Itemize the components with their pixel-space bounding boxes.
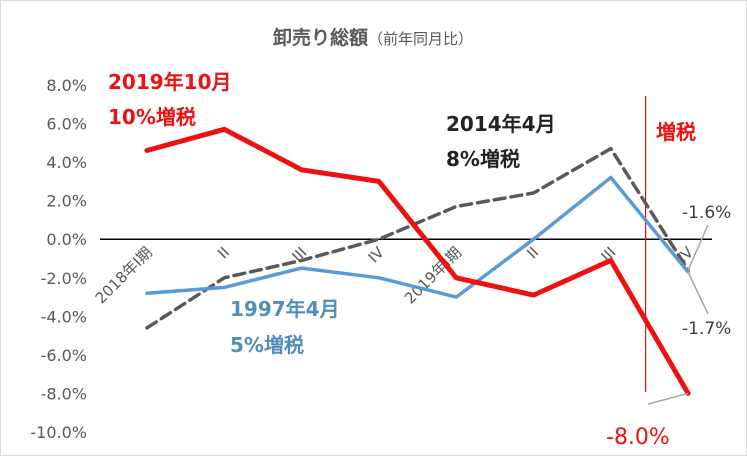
y-tick-label: 6.0% bbox=[46, 115, 87, 134]
leader-lines bbox=[647, 224, 709, 405]
y-tick-label: 0.0% bbox=[46, 230, 87, 249]
y-tick-label: -10.0% bbox=[30, 423, 87, 442]
leader-line bbox=[687, 224, 709, 271]
annotation-2014-line2: 8%増税 bbox=[446, 147, 520, 171]
value-label-2014-last: -1.6% bbox=[682, 203, 731, 223]
leader-line bbox=[687, 271, 709, 315]
annotation-1997-line1: 1997年4月 bbox=[230, 297, 340, 321]
y-tick-label: 4.0% bbox=[46, 153, 87, 172]
y-tick-label: -2.0% bbox=[41, 269, 87, 288]
series-lines bbox=[144, 126, 691, 396]
leader-line bbox=[647, 392, 689, 405]
series-line-0 bbox=[144, 126, 691, 396]
chart-subtitle: （前年同月比） bbox=[368, 30, 473, 48]
y-axis-ticks: 8.0% 6.0% 4.0% 2.0% 0.0% -2.0% -4.0% -6.0% -8.0%… bbox=[30, 76, 87, 442]
y-tick-label: -6.0% bbox=[41, 346, 87, 365]
chart-title: 卸売り総額 bbox=[273, 26, 368, 49]
annotation-2014-line1: 2014年4月 bbox=[446, 112, 556, 136]
chart-title-group: 卸売り総額（前年同月比） bbox=[273, 26, 473, 49]
value-label-1997-last: -1.7% bbox=[682, 319, 731, 339]
annotation-1997-line2: 5%増税 bbox=[230, 333, 304, 357]
value-label-2019-last: -8.0% bbox=[606, 425, 670, 450]
series-line-1 bbox=[145, 146, 690, 330]
annotation-tax-hike: 増税 bbox=[656, 120, 696, 144]
series-line-2 bbox=[145, 175, 690, 299]
y-tick-label: 2.0% bbox=[46, 192, 87, 211]
annotation-2019-line1: 2019年10月 bbox=[108, 70, 232, 94]
y-tick-label: 8.0% bbox=[46, 76, 87, 95]
y-tick-label: -4.0% bbox=[41, 307, 87, 326]
annotation-2019-line2: 10%増税 bbox=[108, 105, 196, 129]
y-tick-label: -8.0% bbox=[41, 384, 87, 403]
